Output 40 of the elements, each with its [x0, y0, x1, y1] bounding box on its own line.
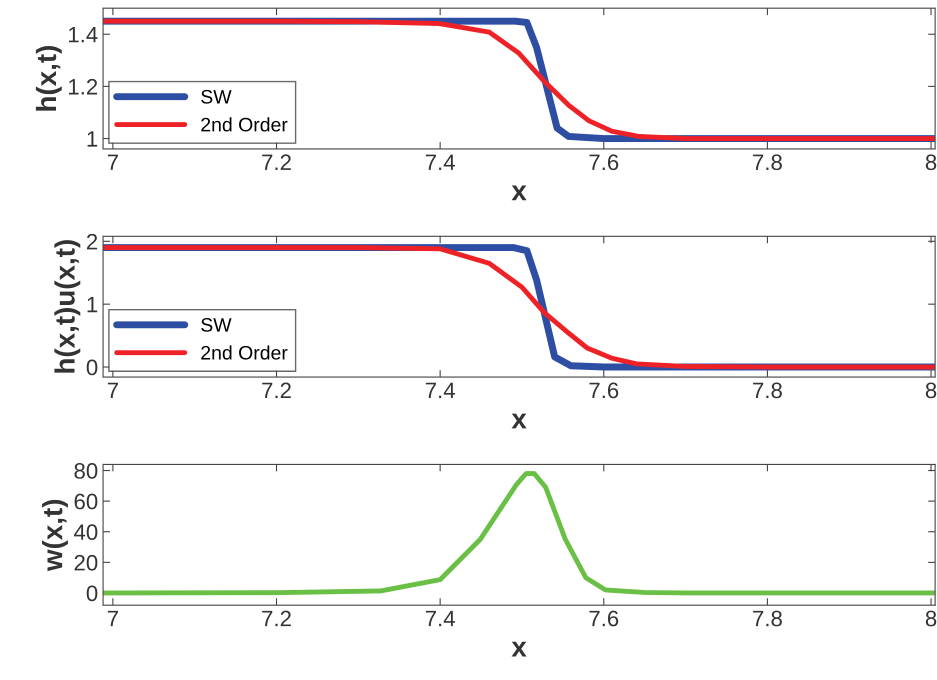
x-tick-label: 7.4	[426, 154, 455, 170]
x-tick-label: 7.6	[589, 610, 618, 626]
y-tick-label: 1	[88, 131, 98, 147]
x-axis-title: x	[512, 186, 527, 200]
y-tick-label: 80	[74, 463, 98, 479]
x-tick-label: 7.8	[753, 154, 782, 170]
x-tick-label: 7	[108, 154, 118, 170]
line-series	[103, 471, 936, 596]
y-axis-title: w(x,t)	[42, 500, 68, 572]
x-tick-label: 7.8	[753, 382, 782, 398]
x-tick-label: 7.6	[589, 154, 618, 170]
y-tick-label: 1.4	[69, 27, 98, 42]
y-tick-label: 20	[74, 554, 98, 571]
x-tick-label: 7	[108, 610, 118, 626]
y-tick-label: 60	[74, 494, 98, 510]
y-tick-label: 1.2	[69, 78, 98, 94]
y-tick-label: 2	[86, 234, 98, 250]
legend-label: SW	[201, 90, 232, 104]
y-axis-title: h(x,t)	[36, 46, 62, 111]
x-tick-label: 7.4	[426, 382, 455, 398]
y-axis-title: h(x,t)u(x,t)	[54, 240, 80, 373]
x-tick-label: 8	[926, 610, 936, 626]
x-axis-title: x	[512, 642, 527, 656]
x-tick-label: 7	[108, 382, 118, 398]
x-tick-label: 7.2	[262, 154, 291, 170]
x-tick-label: 7.4	[426, 610, 455, 626]
x-tick-label: 7.6	[589, 382, 618, 398]
legend-label: 2nd Order	[201, 345, 288, 360]
x-tick-label: 7.8	[753, 610, 782, 626]
y-tick-label: 0	[86, 360, 98, 376]
x-tick-label: 8	[926, 154, 936, 170]
y-tick-label: 40	[74, 524, 98, 540]
y-tick-label: 0	[86, 585, 98, 602]
x-tick-label: 7.2	[262, 382, 291, 398]
x-axis-title: x	[512, 414, 527, 428]
x-tick-label: 7.2	[262, 610, 291, 626]
legend-label: SW	[201, 318, 232, 332]
legend-label: 2nd Order	[201, 117, 288, 132]
x-tick-label: 8	[926, 382, 936, 398]
y-tick-label: 1	[88, 296, 98, 312]
